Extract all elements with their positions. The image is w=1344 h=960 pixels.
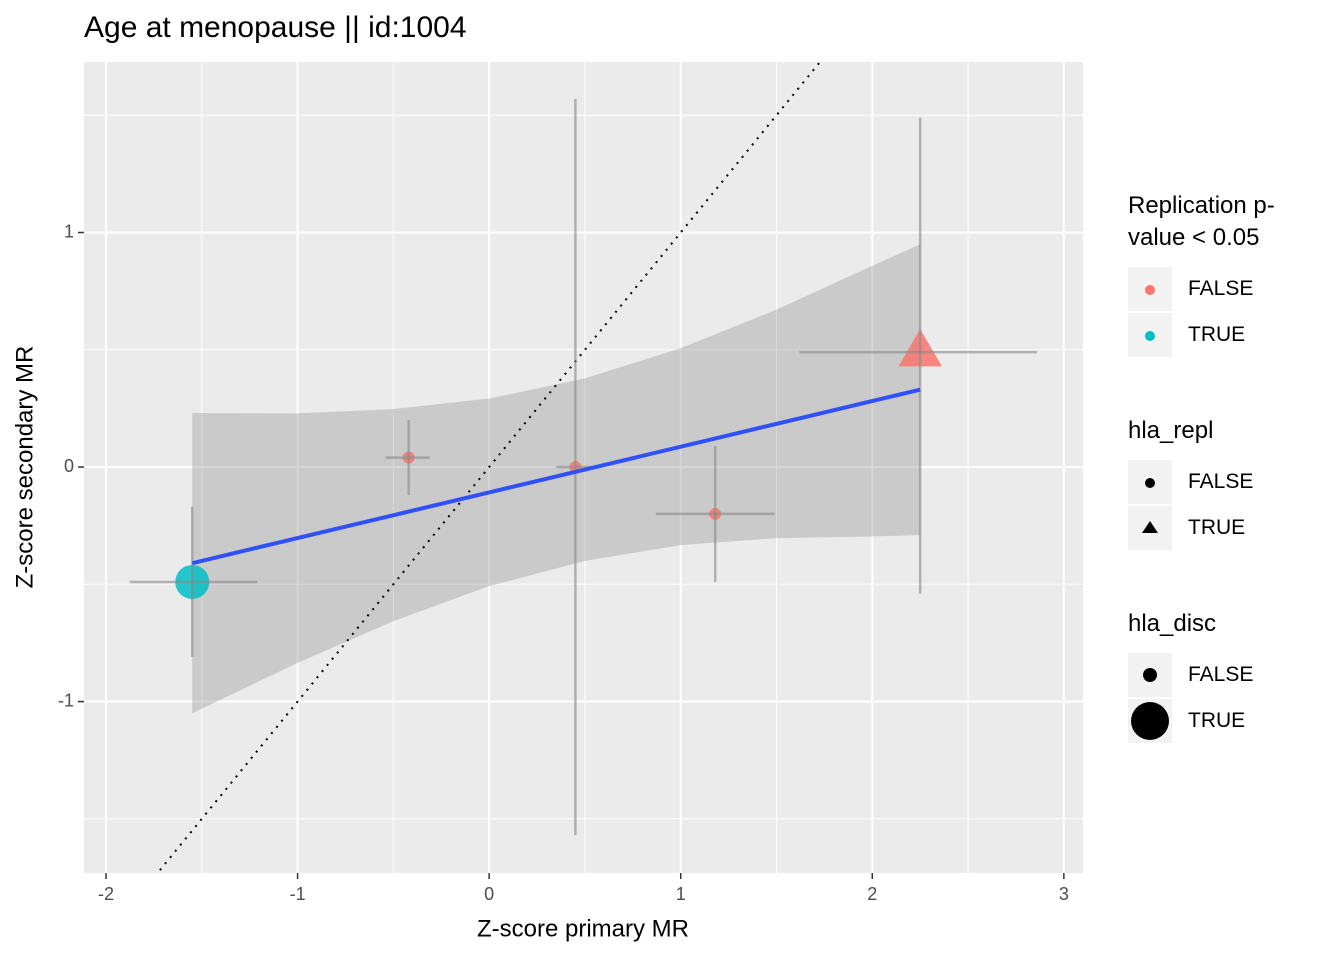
- y-tick-label: 1: [64, 221, 74, 241]
- point: [1145, 285, 1155, 295]
- legend-entry: TRUE: [1128, 312, 1338, 358]
- y-axis-label: Z-score secondary MR: [11, 346, 38, 589]
- legend-key: [1128, 506, 1172, 550]
- legend-key: [1128, 460, 1172, 504]
- legend-entry: TRUE: [1128, 698, 1338, 744]
- legend-key: [1128, 313, 1172, 357]
- point: [1143, 668, 1157, 682]
- x-tick-label: 0: [484, 884, 494, 904]
- y-tick-label: 0: [64, 456, 74, 476]
- x-axis-label: Z-score primary MR: [477, 915, 689, 942]
- legend-symbol: [1145, 478, 1155, 488]
- legend-section: hla_disc FALSE TRUE: [1128, 608, 1338, 744]
- legend-symbol: [1145, 285, 1155, 295]
- legend: Replication p-value < 0.05 FALSE TRUE hla_r…: [1128, 190, 1338, 744]
- x-tick-label: -2: [98, 884, 114, 904]
- point: [1145, 478, 1155, 488]
- y-tick-label: -1: [58, 690, 74, 710]
- point: [1131, 702, 1169, 740]
- legend-title: Replication p-value < 0.05: [1128, 192, 1275, 251]
- legend-entry: FALSE: [1128, 266, 1338, 312]
- legend-entry: FALSE: [1128, 652, 1338, 698]
- legend-title: hla_repl: [1128, 417, 1214, 444]
- x-tick-label: 2: [867, 884, 877, 904]
- legend-symbol: [1145, 331, 1155, 341]
- legend-entry: FALSE: [1128, 459, 1338, 505]
- legend-title: hla_disc: [1128, 610, 1217, 637]
- legend-entry: TRUE: [1128, 505, 1338, 551]
- legend-label: TRUE: [1188, 516, 1246, 539]
- legend-section: Replication p-value < 0.05 FALSE TRUE: [1128, 190, 1338, 358]
- legend-key: [1128, 267, 1172, 311]
- legend-label: FALSE: [1188, 470, 1254, 493]
- confidence-band: [192, 244, 921, 714]
- legend-key: [1128, 699, 1172, 743]
- point: [1142, 521, 1158, 533]
- fit-line: [191, 387, 921, 566]
- point: [1145, 331, 1155, 341]
- chart-title: Age at menopause || id:1004: [84, 11, 467, 44]
- legend-symbol: [1131, 702, 1169, 740]
- x-tick-label: -1: [290, 884, 306, 904]
- plot-area: [129, 62, 1038, 873]
- legend-section: hla_repl FALSE TRUE: [1128, 415, 1338, 551]
- x-tick-label: 1: [676, 884, 686, 904]
- legend-symbol: [1142, 521, 1158, 533]
- legend-label: TRUE: [1188, 709, 1246, 732]
- x-tick-label: 3: [1059, 884, 1069, 904]
- legend-label: FALSE: [1188, 277, 1254, 300]
- legend-label: FALSE: [1188, 663, 1254, 686]
- legend-key: [1128, 653, 1172, 697]
- legend-symbol: [1143, 668, 1157, 682]
- legend-label: TRUE: [1188, 323, 1246, 346]
